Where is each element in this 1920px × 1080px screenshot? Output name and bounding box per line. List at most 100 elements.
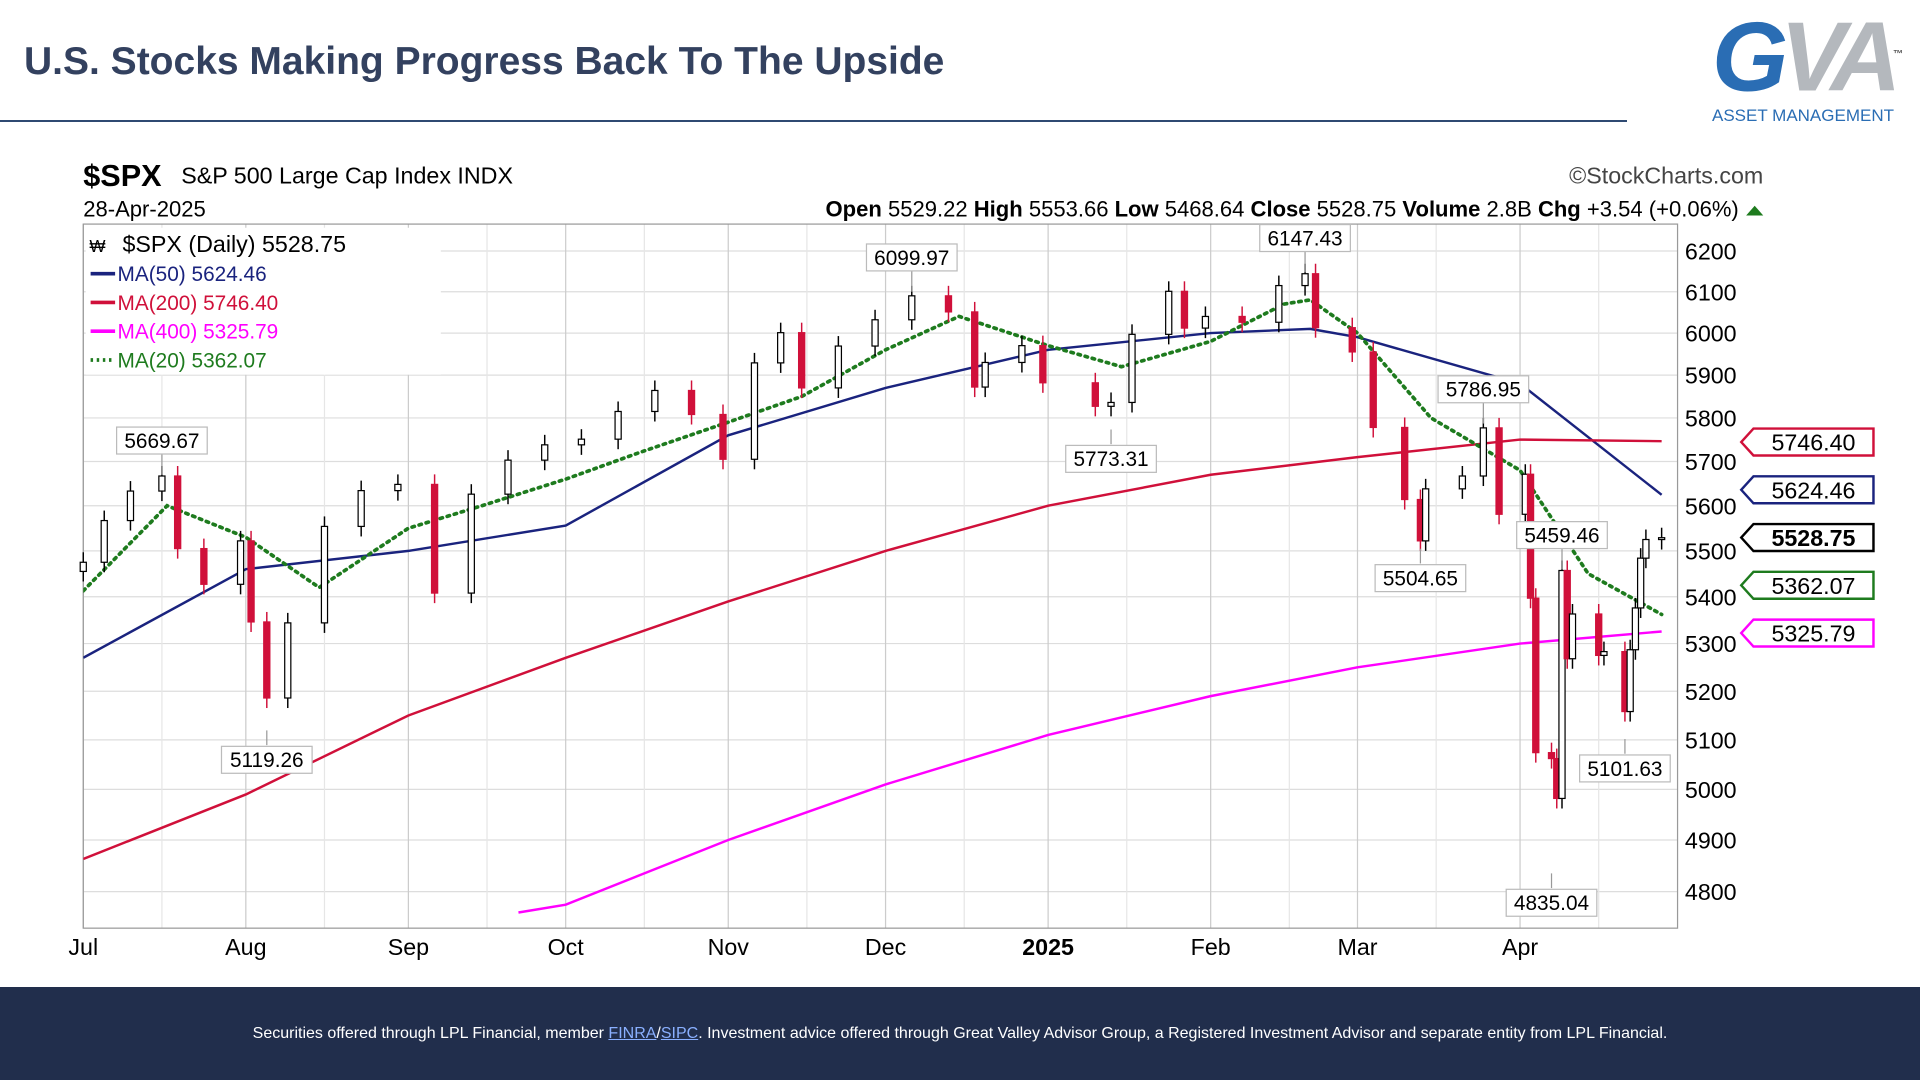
candle-body — [1642, 538, 1650, 559]
candle-body — [1568, 613, 1577, 660]
page-title: U.S. Stocks Making Progress Back To The … — [24, 40, 945, 83]
annotation-box — [220, 745, 313, 774]
candle-body — [236, 540, 245, 585]
logo-mark-g: G — [1712, 1, 1788, 112]
candle-body — [100, 519, 108, 563]
candle-body — [1238, 315, 1246, 323]
ma-line-ma200 — [83, 438, 1662, 861]
candle-body — [687, 389, 696, 416]
chart-name: S&P 500 Large Cap Index INDX — [181, 163, 513, 189]
candle-body — [1165, 290, 1173, 335]
candle-body — [1558, 569, 1566, 800]
annotation-box — [1437, 375, 1530, 404]
candle-body — [1479, 427, 1488, 477]
candle-body — [1018, 345, 1026, 364]
right-label-box — [1739, 570, 1875, 600]
candle-body — [719, 413, 727, 460]
candle-body — [1532, 597, 1540, 754]
candle-body — [79, 561, 87, 573]
candle-body — [430, 483, 439, 594]
footer-text: Securities offered through LPL Financial… — [252, 1025, 609, 1042]
annotation-box — [865, 243, 958, 272]
candle-body — [394, 483, 402, 492]
legend-item: MA(200) 5746.40 — [118, 292, 279, 315]
annotation-label: 5786.95 — [1446, 379, 1521, 402]
legend-item: MA(400) 5325.79 — [118, 321, 279, 344]
candle-body — [614, 410, 622, 440]
annotation-box — [1579, 754, 1671, 783]
ma-line-ma20 — [83, 297, 1664, 617]
candle-body — [1348, 327, 1356, 353]
annotation-box — [1259, 223, 1351, 253]
y-tick-label: 5500 — [1685, 538, 1737, 564]
legend: $SPX (Daily) 5528.75 ₩ MA(50) 5624.46 MA(20… — [85, 227, 441, 375]
header-divider — [0, 120, 1627, 122]
quote-bar: Open 5529.22 High 5553.66 Low 5468.64 Cl… — [826, 197, 1739, 222]
candle-body — [1495, 427, 1503, 515]
chart-source: ©StockCharts.com — [1569, 163, 1763, 189]
x-tick-label: Sep — [388, 934, 429, 960]
annotation-label: 6147.43 — [1267, 227, 1342, 250]
right-label-box — [1739, 522, 1875, 553]
candle-body — [504, 459, 512, 495]
right-label: 5624.46 — [1771, 477, 1855, 503]
candle-body — [1201, 315, 1210, 329]
candle-body — [247, 540, 255, 623]
annotation-label: 6099.97 — [874, 247, 949, 270]
x-tick-label: Dec — [865, 934, 907, 960]
x-tick-label: 2025 — [1022, 934, 1074, 960]
chart-symbol: $SPX — [83, 159, 162, 193]
annotation-label: 5504.65 — [1383, 567, 1458, 590]
candle-body — [1421, 488, 1430, 542]
y-tick-label: 6000 — [1685, 321, 1737, 347]
right-labels: 5746.40 5624.46 5528.75 5362.07 5325.79 — [1739, 427, 1875, 648]
footer-disclaimer: Securities offered through LPL Financial… — [0, 987, 1920, 1080]
annotation-box — [1505, 888, 1598, 917]
legend-item: MA(20) 5362.07 — [118, 349, 267, 372]
candle-body — [284, 622, 292, 699]
chart-date: 28-Apr-2025 — [83, 197, 205, 222]
candle-body — [1636, 557, 1645, 609]
right-label: 5746.40 — [1771, 430, 1855, 456]
y-tick-label: 5900 — [1685, 363, 1737, 389]
legend-bg — [85, 227, 441, 375]
annotation-label: 4835.04 — [1514, 892, 1589, 915]
right-label-box — [1739, 618, 1875, 648]
annotation-label: 5101.63 — [1587, 758, 1662, 781]
y-tick-label: 5600 — [1685, 493, 1737, 519]
x-tick-label: Apr — [1502, 934, 1538, 960]
candlestick-icon: ₩ — [89, 236, 106, 256]
candle-body — [1311, 273, 1320, 329]
candle-body — [1595, 613, 1603, 657]
y-tick-label: 5400 — [1685, 584, 1737, 610]
candle-body — [944, 295, 953, 313]
up-arrow-icon — [1746, 205, 1764, 216]
candle-body — [871, 319, 879, 347]
y-tick-label: 5000 — [1685, 777, 1737, 803]
candle-body — [651, 389, 659, 413]
candles — [79, 263, 1666, 809]
candle-body — [577, 438, 586, 446]
candle-body — [777, 332, 785, 364]
annotation-box — [1065, 444, 1157, 473]
x-tick-label: Jul — [68, 934, 98, 960]
candle-body — [357, 490, 365, 528]
annotation-label: 5459.46 — [1524, 524, 1599, 547]
y-tick-label: 5800 — [1685, 406, 1737, 432]
sipc-link[interactable]: SIPC — [660, 1025, 699, 1042]
x-tick-label: Oct — [548, 934, 585, 960]
candle-body — [1626, 649, 1634, 713]
footer-sep: / — [656, 1025, 661, 1042]
chart-exchange: INDX — [457, 163, 513, 189]
candle-body — [971, 311, 979, 388]
x-tick-label: Nov — [708, 934, 750, 960]
y-tick-label: 5700 — [1685, 449, 1737, 475]
annotation-box — [116, 426, 208, 455]
legend-item: $SPX (Daily) 5528.75 — [122, 231, 346, 257]
candle-body — [797, 332, 806, 389]
candle-body — [1275, 284, 1283, 323]
finra-link[interactable]: FINRA — [608, 1025, 657, 1042]
annotation-box — [1374, 564, 1467, 593]
candle-body — [908, 295, 916, 321]
y-tick-label: 5100 — [1685, 727, 1737, 753]
